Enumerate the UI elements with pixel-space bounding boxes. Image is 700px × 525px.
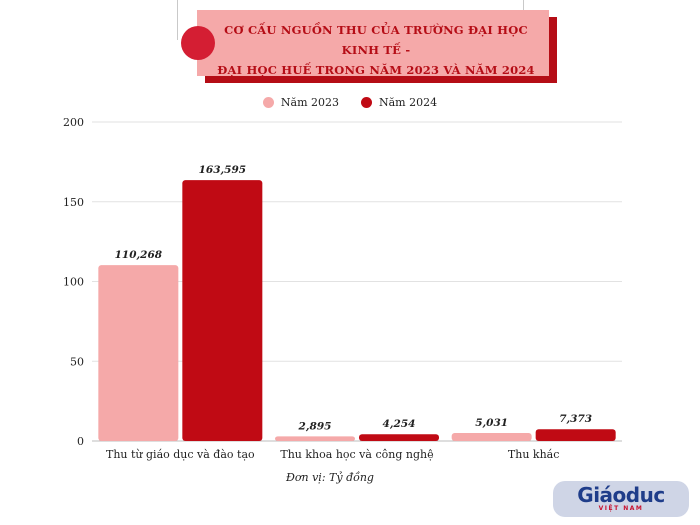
legend-swatch-2023 bbox=[262, 97, 274, 108]
y-tick-label: 200 bbox=[63, 116, 84, 129]
bar-2024 bbox=[182, 180, 263, 441]
title-box bbox=[197, 10, 549, 76]
bar-2023 bbox=[275, 436, 355, 441]
legend: Năm 2023 Năm 2024 bbox=[0, 96, 700, 109]
title-circle bbox=[181, 26, 215, 60]
logo-main-text: Giáoduc bbox=[577, 483, 665, 507]
x-category-label: Thu từ giáo dục và đào tạo bbox=[106, 448, 255, 461]
y-tick-label: 50 bbox=[70, 355, 84, 368]
bar-2024 bbox=[535, 429, 616, 441]
data-label: 5,031 bbox=[475, 417, 508, 429]
data-label: 110,268 bbox=[115, 249, 163, 261]
y-tick-label: 100 bbox=[63, 276, 84, 289]
legend-label-2024: Năm 2024 bbox=[379, 96, 438, 109]
legend-item-2023: Năm 2023 bbox=[262, 96, 339, 109]
data-label: 163,595 bbox=[199, 164, 247, 176]
chart-title-line1: CƠ CẤU NGUỒN THU CỦA TRƯỜNG ĐẠI HỌC KINH… bbox=[224, 23, 528, 57]
data-label: 7,373 bbox=[559, 413, 592, 425]
bar-2023 bbox=[451, 432, 532, 441]
decorative-line bbox=[523, 0, 524, 14]
decorative-line bbox=[177, 0, 178, 40]
bar-2024 bbox=[359, 434, 439, 441]
y-tick-label: 150 bbox=[63, 196, 84, 209]
unit-note: Đơn vị: Tỷ đồng bbox=[286, 471, 374, 484]
logo-sub-text: VIỆT NAM bbox=[598, 505, 644, 512]
x-category-label: Thu khoa học và công nghệ bbox=[280, 448, 433, 461]
legend-swatch-2024 bbox=[361, 97, 372, 108]
y-tick-label: 0 bbox=[77, 435, 84, 448]
data-label: 4,254 bbox=[383, 418, 416, 430]
giaoduc-logo: Giáoduc VIỆT NAM bbox=[553, 481, 689, 517]
bar-2023 bbox=[98, 265, 179, 441]
data-label: 2,895 bbox=[298, 420, 332, 432]
x-category-label: Thu khác bbox=[508, 448, 559, 461]
chart-title: CƠ CẤU NGUỒN THU CỦA TRƯỜNG ĐẠI HỌC KINH… bbox=[210, 20, 542, 80]
chart-title-line2: ĐẠI HỌC HUẾ TRONG NĂM 2023 VÀ NĂM 2024 bbox=[217, 63, 535, 77]
legend-item-2024: Năm 2024 bbox=[361, 96, 437, 109]
legend-label-2023: Năm 2023 bbox=[280, 96, 339, 109]
